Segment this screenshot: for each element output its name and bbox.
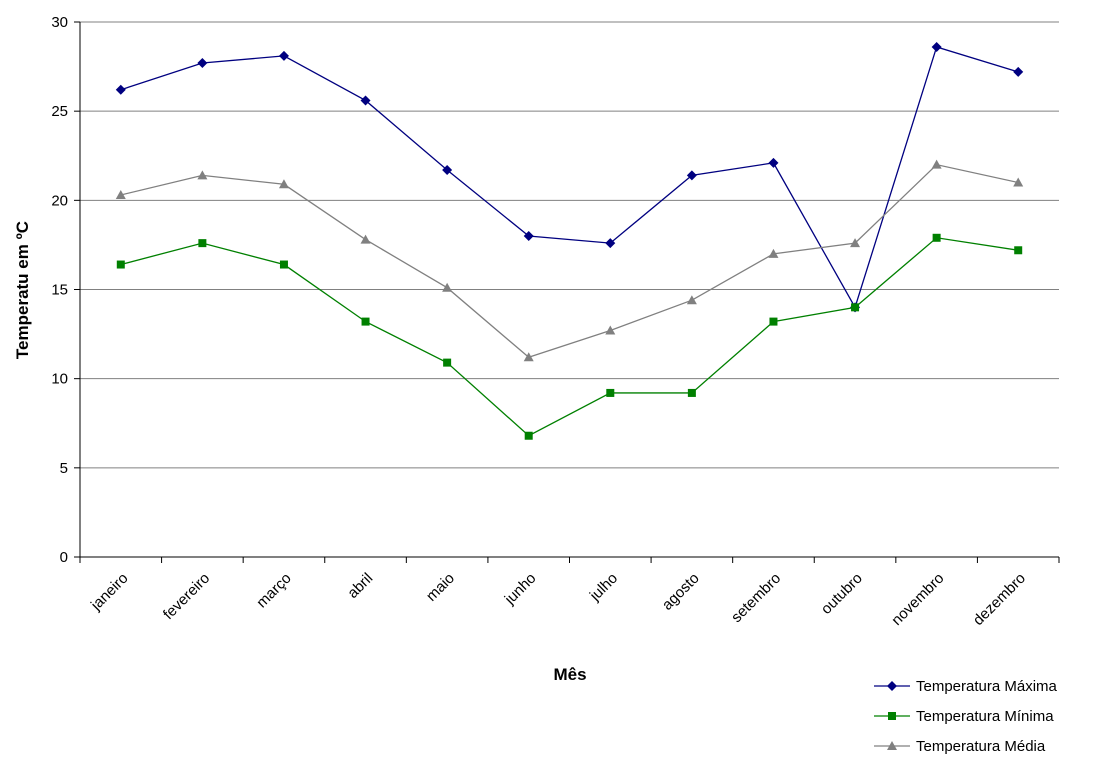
data-point	[116, 260, 125, 269]
y-tick-label: 10	[51, 371, 68, 388]
data-point	[851, 303, 860, 312]
axes	[74, 21, 1060, 563]
gridlines	[80, 21, 1059, 469]
data-point	[686, 295, 697, 305]
data-point	[523, 231, 534, 241]
x-tick-label: agosto	[659, 570, 703, 614]
data-point	[932, 233, 941, 242]
data-point	[115, 189, 126, 199]
x-tick-label: setembro	[728, 570, 784, 626]
data-point	[605, 325, 616, 335]
series-line	[120, 46, 1019, 309]
data-point	[605, 238, 616, 249]
data-point	[443, 358, 452, 367]
data-point	[197, 58, 208, 69]
data-point	[115, 84, 126, 95]
y-tick-label: 15	[51, 282, 68, 299]
data-point	[278, 179, 289, 189]
data-point	[1014, 246, 1023, 255]
y-tick-label: 0	[60, 549, 68, 566]
tick-labels: 0 5 10 15 20 25 30 janeiro fevereiro março abril ma…	[51, 14, 1029, 629]
data-point	[606, 388, 615, 397]
x-tick-label: janeiro	[87, 570, 132, 615]
x-tick-label: junho	[501, 570, 540, 609]
y-tick-label: 30	[51, 14, 68, 31]
data-point	[198, 239, 207, 248]
data-point	[931, 159, 942, 169]
x-tick-label: março	[253, 570, 294, 611]
data-point	[768, 157, 779, 168]
data-point	[686, 170, 697, 181]
data-point	[360, 95, 371, 106]
x-tick-label: maio	[423, 570, 458, 605]
legend-marker	[888, 712, 896, 720]
data-point	[279, 260, 288, 269]
data-point	[931, 41, 942, 52]
x-tick-label: fevereiro	[160, 570, 213, 623]
legend-marker	[887, 681, 897, 691]
data-point	[524, 431, 533, 440]
legend: Temperatura Máxima Temperatura Mínima Temp…	[874, 678, 1058, 755]
series-temperatura-m-nima	[116, 233, 1023, 440]
y-tick-label: 5	[60, 460, 68, 477]
x-tick-label: dezembro	[970, 570, 1029, 629]
x-tick-label: outubro	[818, 570, 866, 618]
legend-label: Temperatura Mínima	[916, 708, 1054, 725]
legend-marker	[887, 741, 897, 750]
data-point	[361, 317, 370, 326]
data-point	[278, 50, 289, 61]
legend-label: Temperatura Média	[916, 738, 1046, 755]
data-point	[523, 352, 534, 362]
series-temperatura-m-dia	[115, 159, 1024, 362]
data-point	[197, 170, 208, 180]
legend-item: Temperatura Média	[874, 738, 1046, 755]
series-line	[120, 237, 1019, 437]
y-axis-title: Temperatu em ºC	[13, 221, 32, 359]
data-point	[768, 248, 779, 258]
series-group	[115, 41, 1024, 440]
data-point	[1013, 177, 1024, 187]
data-point	[850, 238, 861, 248]
data-point	[360, 234, 371, 244]
data-point	[687, 388, 696, 397]
data-point	[1013, 66, 1024, 77]
x-tick-label: julho	[586, 570, 621, 605]
legend-item: Temperatura Mínima	[874, 708, 1054, 725]
series-temperatura-m-xima	[115, 41, 1024, 313]
series-line	[120, 163, 1019, 358]
legend-item: Temperatura Máxima	[874, 678, 1058, 695]
x-tick-label: novembro	[888, 570, 947, 629]
x-tick-label: abril	[344, 570, 376, 602]
data-point	[442, 165, 453, 176]
y-tick-label: 20	[51, 192, 68, 209]
data-point	[442, 282, 453, 292]
y-tick-label: 25	[51, 103, 68, 120]
data-point	[769, 317, 778, 326]
legend-label: Temperatura Máxima	[916, 678, 1058, 695]
x-axis-title: Mês	[553, 665, 586, 684]
